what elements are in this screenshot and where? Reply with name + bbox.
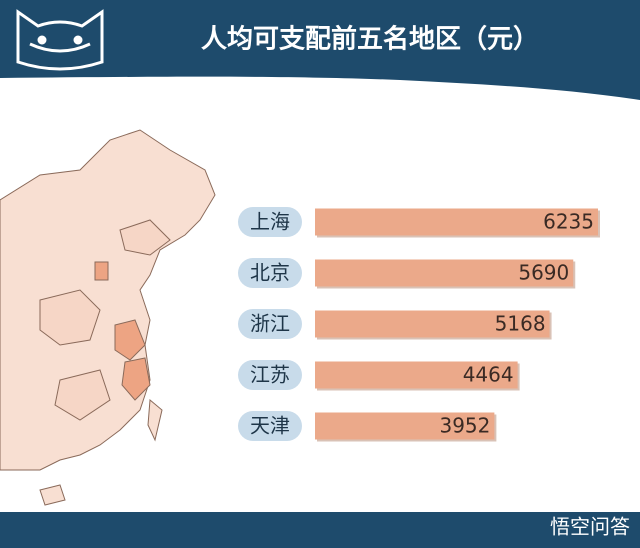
category-pill bbox=[238, 258, 302, 288]
value-label: 4464 bbox=[463, 363, 514, 387]
bar bbox=[315, 412, 495, 440]
category-label: 江苏 bbox=[250, 363, 290, 387]
value-label: 6235 bbox=[543, 210, 594, 234]
category-pill bbox=[238, 411, 302, 441]
category-label: 北京 bbox=[250, 261, 290, 285]
category-pill bbox=[238, 309, 302, 339]
bar bbox=[315, 259, 574, 287]
chart-title: 人均可支配前五名地区（元） bbox=[201, 24, 539, 55]
category-pill bbox=[238, 207, 302, 237]
category-pill bbox=[238, 360, 302, 390]
logo bbox=[16, 9, 104, 71]
value-label: 3952 bbox=[439, 414, 490, 438]
value-label: 5168 bbox=[495, 312, 546, 336]
footer-band bbox=[0, 512, 640, 548]
bar bbox=[315, 208, 598, 236]
map bbox=[0, 129, 216, 506]
bar bbox=[315, 361, 518, 389]
category-label: 天津 bbox=[250, 414, 290, 438]
bar bbox=[315, 310, 550, 338]
category-label: 浙江 bbox=[250, 312, 290, 336]
value-label: 5690 bbox=[518, 261, 569, 285]
header-band bbox=[0, 0, 640, 100]
watermark: 悟空问答 bbox=[550, 515, 630, 539]
category-label: 上海 bbox=[250, 210, 290, 234]
